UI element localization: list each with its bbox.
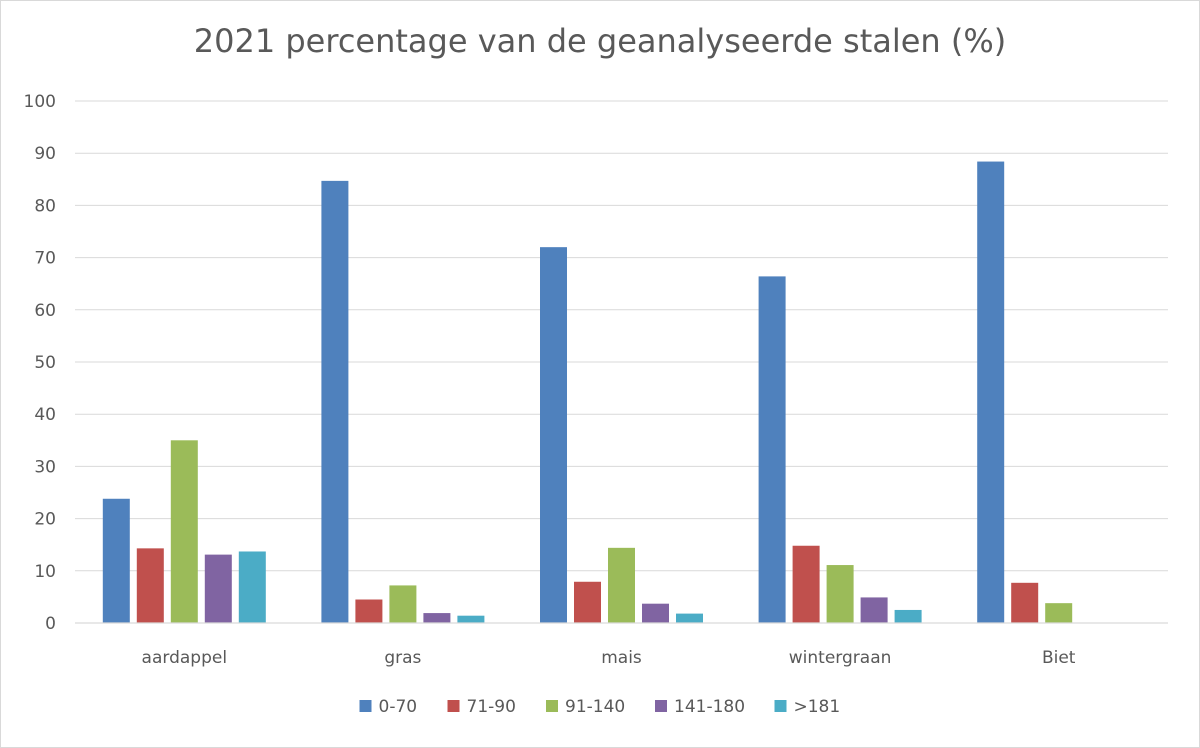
bar	[977, 161, 1005, 623]
bar	[792, 545, 820, 623]
legend-label: 141-180	[674, 697, 745, 717]
bar	[642, 603, 669, 623]
legend-swatch	[546, 700, 558, 712]
legend-label: 91-140	[565, 697, 625, 717]
bar	[826, 565, 854, 623]
x-category-label: Biet	[1042, 648, 1076, 668]
y-axis-ticks: 0 10 20 30 40 50 60 70 80 90 100	[24, 92, 56, 634]
bar	[574, 581, 601, 623]
legend-swatch	[359, 700, 372, 712]
y-tick-label: 30	[34, 457, 56, 477]
bar	[355, 599, 383, 623]
bar	[894, 609, 922, 623]
x-category-label: aardappel	[142, 648, 228, 668]
legend-label: 71-90	[467, 697, 516, 717]
bar	[321, 180, 349, 623]
bar	[608, 547, 635, 623]
legend-swatch	[655, 700, 667, 712]
bar	[423, 613, 451, 623]
bar	[136, 548, 164, 623]
y-tick-label: 0	[45, 614, 56, 634]
x-category-label: gras	[384, 648, 421, 668]
bar	[102, 498, 130, 623]
y-tick-label: 40	[34, 405, 56, 425]
legend-swatch	[447, 700, 460, 712]
legend-label: 0-70	[379, 697, 418, 717]
bar	[860, 597, 888, 623]
bar	[758, 276, 786, 623]
x-category-label: mais	[601, 648, 642, 668]
bar	[1011, 582, 1039, 623]
x-category-label: wintergraan	[789, 648, 892, 668]
bar	[238, 551, 266, 623]
bar	[457, 615, 485, 623]
y-tick-label: 90	[34, 144, 56, 164]
legend-label: >181	[794, 697, 841, 717]
y-tick-label: 70	[34, 249, 56, 269]
bar	[170, 440, 198, 623]
y-tick-label: 10	[34, 562, 56, 582]
y-tick-label: 100	[24, 92, 56, 112]
y-tick-label: 20	[34, 510, 56, 530]
y-tick-label: 50	[34, 353, 56, 373]
bars	[102, 161, 1073, 623]
bar	[1045, 603, 1073, 623]
bar	[204, 554, 232, 623]
bar	[676, 613, 703, 623]
legend: 0-70 71-90 91-140 141-180 >181	[359, 697, 841, 717]
y-tick-label: 60	[34, 301, 56, 321]
chart-title: 2021 percentage van de geanalyseerde sta…	[193, 22, 1007, 60]
y-tick-label: 80	[34, 196, 56, 216]
legend-swatch	[774, 700, 787, 712]
bar	[389, 585, 417, 623]
x-axis: aardappel gras mais wintergraan Biet	[75, 622, 1168, 668]
bar	[540, 247, 567, 623]
